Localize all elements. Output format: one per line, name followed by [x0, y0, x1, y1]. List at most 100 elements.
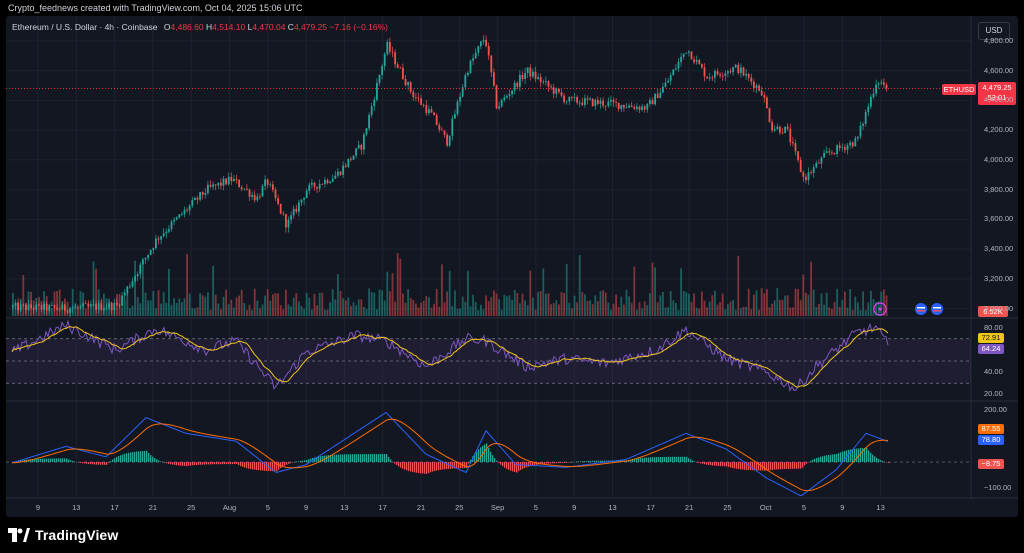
volume-bar: [253, 288, 256, 316]
macd-histogram-bar: [852, 449, 854, 463]
macd-histogram-bar: [162, 462, 164, 463]
volume-bar: [92, 261, 95, 316]
volume-bar: [84, 308, 87, 316]
macd-histogram-bar: [20, 460, 22, 463]
macd-histogram-bar: [600, 460, 602, 463]
macd-histogram-bar: [724, 462, 726, 467]
tradingview-logo[interactable]: TradingView: [8, 527, 118, 543]
volume-bar: [316, 305, 318, 316]
candle-body: [555, 88, 558, 94]
volume-bar: [768, 307, 771, 316]
macd-histogram-bar: [782, 462, 784, 470]
macd-histogram-bar: [706, 462, 708, 465]
volume-bar: [170, 304, 173, 316]
candle-body: [428, 109, 430, 114]
volume-bar: [373, 292, 376, 316]
volume-bar: [688, 293, 690, 316]
macd-histogram-bar: [532, 462, 534, 466]
volume-bar: [165, 302, 168, 316]
volume-bar: [87, 305, 90, 316]
macd-histogram-bar: [404, 462, 406, 470]
macd-histogram-bar: [856, 448, 858, 463]
macd-histogram-bar: [216, 462, 218, 465]
volume-bar: [521, 293, 524, 316]
macd-histogram-bar: [464, 462, 466, 469]
candle-body: [162, 233, 165, 237]
candle-body: [597, 99, 599, 104]
volume-bar: [851, 309, 854, 316]
macd-histogram-bar: [490, 451, 492, 463]
chart-canvas[interactable]: [6, 16, 1018, 517]
candle-body: [383, 54, 386, 67]
volume-bar: [350, 306, 352, 316]
candle-body: [703, 67, 706, 77]
lightning-event-icon[interactable]: [873, 302, 887, 316]
volume-bar: [311, 309, 313, 316]
us-flag-event-icon[interactable]: [914, 302, 928, 316]
candle-body: [212, 184, 214, 187]
macd-histogram-bar: [244, 462, 246, 468]
candle-body: [490, 55, 493, 73]
volume-bar: [636, 309, 638, 316]
volume-bar: [152, 290, 155, 316]
macd-histogram-bar: [58, 458, 60, 463]
candle-body: [529, 67, 532, 77]
candle-body: [867, 106, 870, 113]
volume-bar: [755, 290, 758, 316]
time-tick-label: 21: [148, 503, 158, 512]
candle-body: [610, 100, 612, 102]
volume-bar: [695, 307, 698, 316]
chart-area[interactable]: Ethereum / U.S. Dollar · 4h · Coinbase O…: [6, 16, 1018, 517]
macd-histogram-bar: [504, 462, 506, 468]
volume-bar: [807, 294, 810, 316]
candle-body: [573, 97, 576, 98]
volume-bar: [69, 306, 71, 316]
candle-body: [537, 77, 539, 79]
volume-bar: [43, 291, 45, 316]
candle-body: [90, 304, 92, 306]
candle-body: [311, 182, 313, 185]
candle-body: [612, 100, 615, 103]
macd-histogram-bar: [408, 462, 410, 471]
candle-body: [51, 305, 53, 307]
volume-bar: [711, 295, 714, 316]
candle-body: [181, 214, 183, 215]
candle-body: [675, 68, 677, 70]
volume-bar: [404, 302, 407, 316]
macd-histogram-bar: [460, 462, 462, 469]
candle-body: [831, 152, 833, 154]
macd-histogram-bar: [730, 462, 732, 468]
macd-histogram-bar: [118, 456, 120, 463]
time-tick-label: Aug: [222, 503, 237, 512]
candle-body: [285, 214, 287, 228]
macd-histogram-bar: [432, 462, 434, 472]
macd-tick-label: 200.00: [984, 404, 1007, 414]
macd-histogram-bar: [96, 462, 98, 465]
macd-histogram-bar: [226, 462, 228, 465]
candle-body: [857, 136, 859, 139]
volume-bar: [22, 274, 25, 316]
macd-histogram-bar: [568, 462, 570, 463]
macd-histogram-bar: [288, 462, 290, 464]
volume-bar: [578, 255, 581, 316]
volume-bar: [584, 294, 586, 316]
volume-bar: [480, 304, 482, 316]
last-price: 4,479.25: [982, 83, 1012, 92]
macd-histogram-bar: [60, 458, 62, 463]
candle-body: [524, 73, 526, 79]
volume-bar: [51, 307, 53, 316]
macd-histogram-bar: [546, 462, 548, 464]
macd-histogram-bar: [822, 456, 824, 463]
macd-histogram-bar: [502, 462, 504, 467]
macd-histogram-bar: [758, 462, 760, 471]
currency-button[interactable]: USD: [978, 22, 1010, 40]
volume-bar: [412, 299, 415, 316]
macd-histogram-bar: [106, 462, 108, 465]
us-flag-event-icon-2[interactable]: [930, 302, 944, 316]
macd-histogram-bar: [78, 462, 80, 463]
macd-histogram-bar: [336, 454, 338, 463]
candle-body: [695, 60, 698, 63]
volume-bar: [599, 291, 602, 316]
volume-bar: [407, 289, 409, 316]
candle-body: [425, 105, 428, 114]
